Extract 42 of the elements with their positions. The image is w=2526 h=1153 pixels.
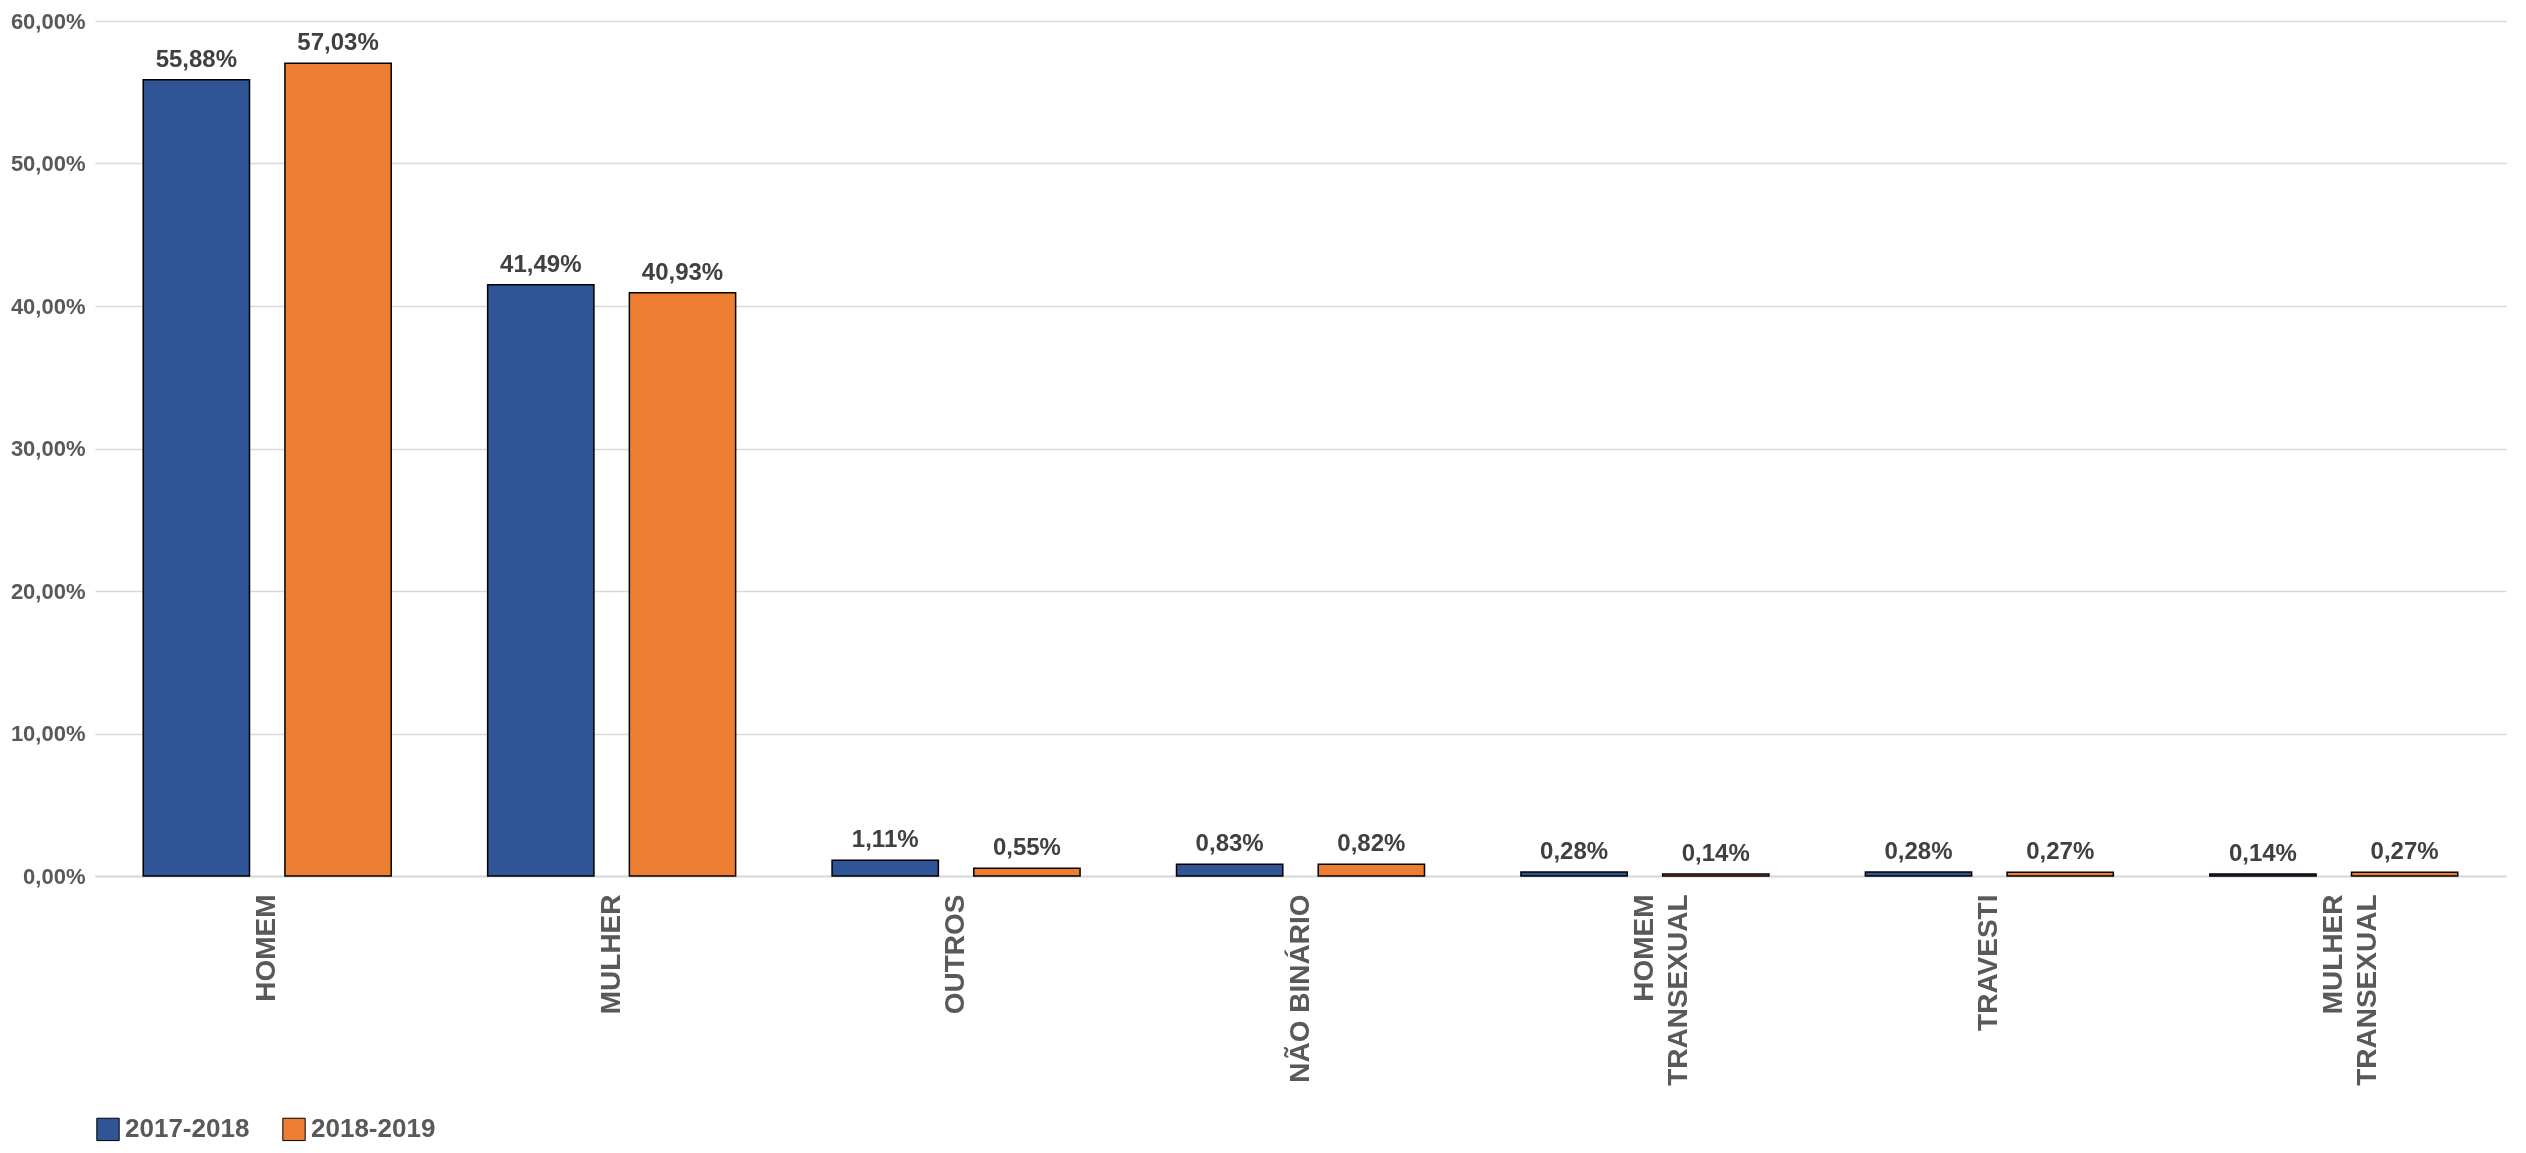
data-label: 57,03% (297, 28, 379, 56)
data-label: 1,11% (851, 825, 919, 853)
bar (628, 292, 737, 877)
data-label: 0,83% (1195, 829, 1264, 857)
bar (1864, 871, 1973, 877)
bar (973, 867, 1081, 877)
y-tick-label: 30,00% (10, 436, 86, 461)
data-label: 0,55% (992, 833, 1061, 861)
y-tick-label: 50,00% (10, 151, 86, 176)
bar (1175, 863, 1284, 877)
data-label: 0,27% (2370, 837, 2439, 865)
data-label: 0,82% (1337, 829, 1406, 857)
bar (284, 62, 392, 877)
x-tick-label: NÃO BINÁRIO (1283, 894, 1315, 1083)
legend-label: 2017-2018 (125, 1113, 250, 1144)
bar (2350, 871, 2459, 877)
x-tick-label: MULHER (594, 894, 626, 1015)
x-tick-label: TRAVESTI (1972, 894, 2004, 1031)
bar (2006, 871, 2115, 877)
x-tick-label: MULHER TRANSEXUAL (2316, 894, 2382, 1086)
data-label: 40,93% (641, 257, 724, 285)
legend-label: 2018-2019 (311, 1113, 436, 1144)
data-label: 0,28% (1884, 837, 1953, 865)
bar (1317, 863, 1426, 877)
x-tick-label: OUTROS (939, 894, 971, 1015)
y-tick-label: 40,00% (10, 293, 86, 319)
data-label: 0,14% (2228, 839, 2297, 867)
data-label: 0,27% (2026, 837, 2095, 865)
bar (831, 859, 940, 877)
y-tick-label: 20,00% (10, 578, 86, 604)
y-tick-label: 0,00% (23, 863, 86, 889)
data-label: 55,88% (155, 44, 238, 72)
data-label: 41,49% (500, 249, 582, 277)
y-tick-label: 10,00% (10, 721, 86, 746)
bar (486, 284, 595, 877)
bar (1520, 871, 1628, 877)
data-label: 0,14% (1681, 839, 1750, 867)
x-tick-label: HOMEM TRANSEXUAL (1627, 894, 1693, 1086)
y-tick-label: 60,00% (10, 8, 86, 34)
x-tick-label: HOMEM (250, 894, 282, 1002)
data-label: 0,28% (1540, 837, 1609, 865)
bar (142, 78, 251, 877)
